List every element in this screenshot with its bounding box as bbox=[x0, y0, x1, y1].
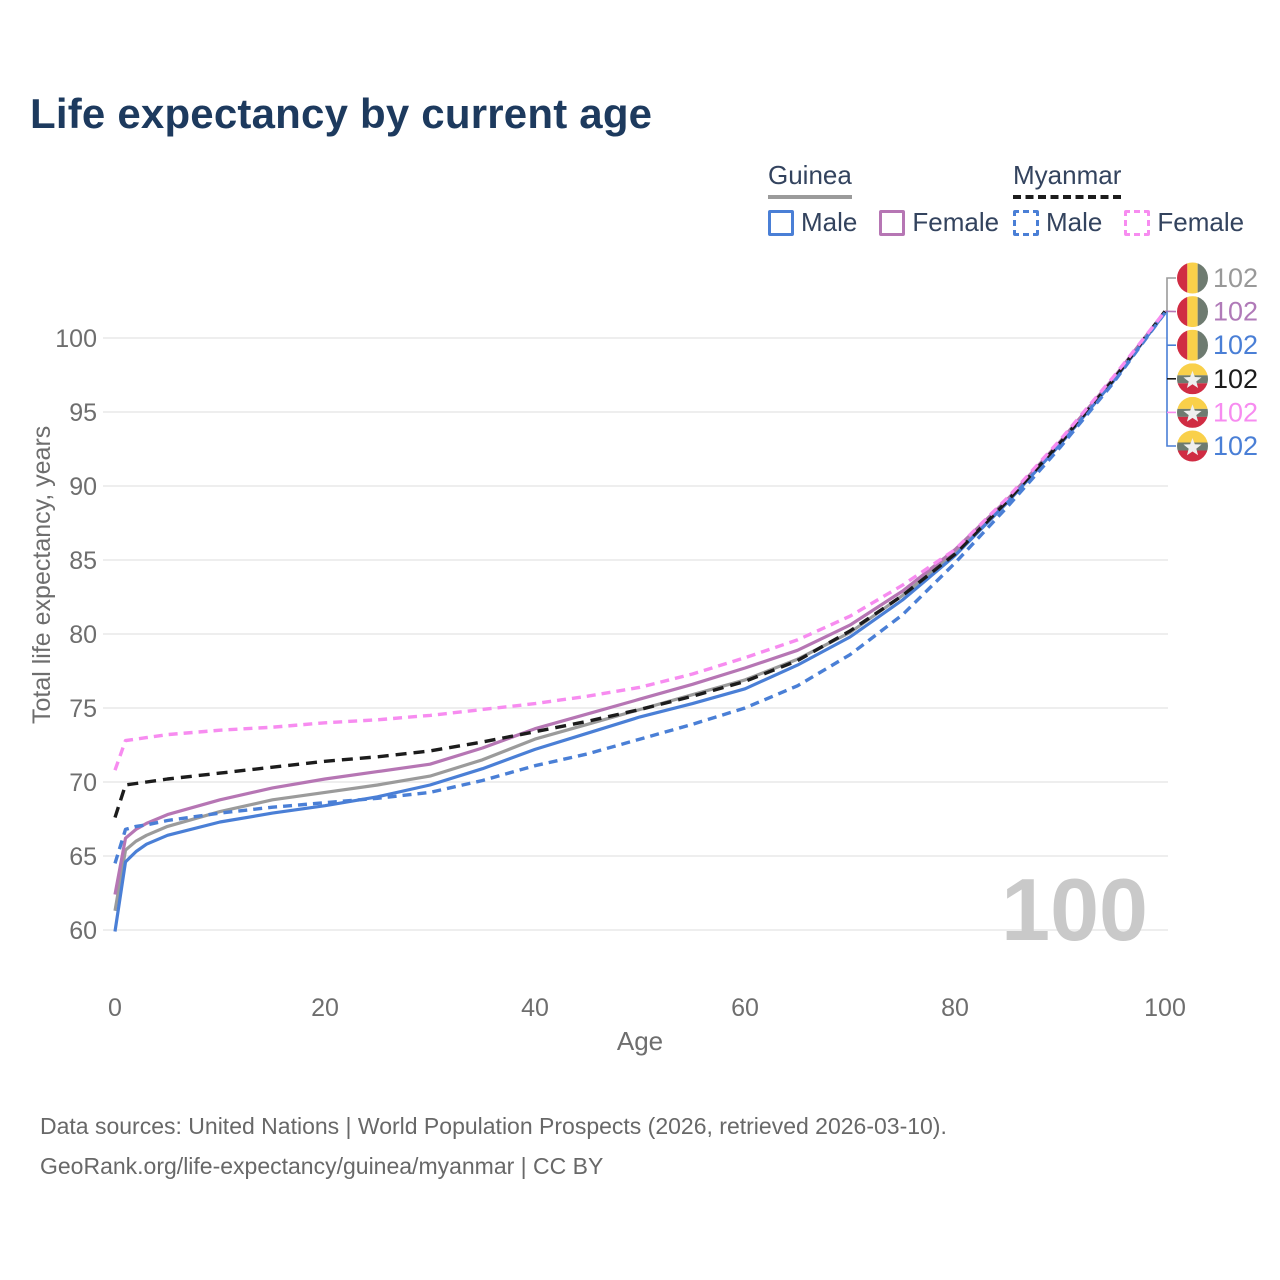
series-line-myanmar-female[interactable] bbox=[113, 310, 1167, 771]
legend-swatch-guinea-female[interactable] bbox=[879, 209, 906, 236]
end-label-value-myanmar-female: 102 bbox=[1213, 397, 1258, 427]
y-tick-70: 70 bbox=[69, 769, 97, 797]
y-axis-title: Total life expectancy, years bbox=[28, 425, 56, 725]
end-label-value-guinea-all: 102 bbox=[1213, 263, 1258, 293]
legend-country-guinea[interactable]: Guinea bbox=[768, 160, 852, 199]
x-tick-60: 60 bbox=[731, 994, 759, 1022]
end-label-flag-guinea-icon bbox=[1177, 329, 1208, 361]
age-counter-watermark: 100 bbox=[1001, 860, 1148, 959]
y-tick-60: 60 bbox=[69, 917, 97, 945]
legend-group-guinea: Guinea Male Female bbox=[768, 160, 999, 238]
legend-label: Female bbox=[1157, 207, 1245, 237]
x-tick-0: 0 bbox=[108, 994, 122, 1022]
end-label-flag-myanmar-icon bbox=[1177, 396, 1208, 428]
end-label-value-guinea-female: 102 bbox=[1213, 297, 1258, 327]
end-label-value-myanmar-male: 102 bbox=[1213, 431, 1258, 461]
legend-item-guinea-female[interactable]: Female bbox=[879, 207, 999, 238]
legend-item-myanmar-male[interactable]: Male bbox=[1013, 207, 1102, 238]
legend-item-guinea-male[interactable]: Male bbox=[768, 207, 857, 238]
legend-swatch-myanmar-female[interactable] bbox=[1124, 209, 1151, 236]
legend-label: Female bbox=[912, 207, 1000, 237]
leader-myanmar-male bbox=[1166, 311, 1176, 447]
footer-datasource: Data sources: United Nations | World Pop… bbox=[40, 1113, 947, 1139]
legend-label: Male bbox=[801, 207, 858, 237]
y-tick-90: 90 bbox=[69, 473, 97, 501]
legend-swatch-myanmar-male[interactable] bbox=[1013, 209, 1039, 236]
x-tick-20: 20 bbox=[311, 994, 339, 1022]
legend-label: Male bbox=[1046, 207, 1103, 237]
y-tick-95: 95 bbox=[69, 399, 97, 427]
x-tick-100: 100 bbox=[1144, 994, 1186, 1022]
series-line-guinea-all[interactable] bbox=[113, 310, 1167, 912]
series-line-guinea-male[interactable] bbox=[113, 311, 1167, 932]
end-label-flag-guinea-icon bbox=[1177, 296, 1208, 328]
end-label-flag-myanmar-icon bbox=[1177, 430, 1208, 462]
end-label-value-myanmar-all: 102 bbox=[1213, 364, 1258, 394]
end-label-flag-myanmar-icon bbox=[1177, 363, 1208, 395]
legend-country-myanmar[interactable]: Myanmar bbox=[1013, 160, 1122, 199]
legend-group-myanmar: Myanmar Male Female bbox=[1013, 160, 1244, 238]
series-line-myanmar-all[interactable] bbox=[113, 310, 1167, 819]
y-tick-75: 75 bbox=[69, 695, 97, 723]
page-title: Life expectancy by current age bbox=[30, 90, 653, 137]
y-tick-80: 80 bbox=[69, 621, 97, 649]
end-label-value-guinea-male: 102 bbox=[1213, 330, 1258, 360]
x-axis-title: Age bbox=[616, 1026, 664, 1056]
y-tick-65: 65 bbox=[69, 843, 97, 871]
leader-guinea-all bbox=[1166, 277, 1176, 312]
y-tick-85: 85 bbox=[69, 547, 97, 575]
end-label-flag-guinea-icon bbox=[1177, 262, 1208, 294]
legend-item-myanmar-female[interactable]: Female bbox=[1124, 207, 1244, 238]
y-tick-100: 100 bbox=[55, 325, 97, 353]
legend-swatch-guinea-male[interactable] bbox=[768, 209, 794, 236]
footer-attribution: GeoRank.org/life-expectancy/guinea/myanm… bbox=[40, 1153, 604, 1179]
x-tick-40: 40 bbox=[521, 994, 549, 1022]
series-line-myanmar-male[interactable] bbox=[113, 311, 1167, 864]
x-tick-80: 80 bbox=[941, 994, 969, 1022]
footer: Data sources: United Nations | World Pop… bbox=[40, 1106, 947, 1186]
